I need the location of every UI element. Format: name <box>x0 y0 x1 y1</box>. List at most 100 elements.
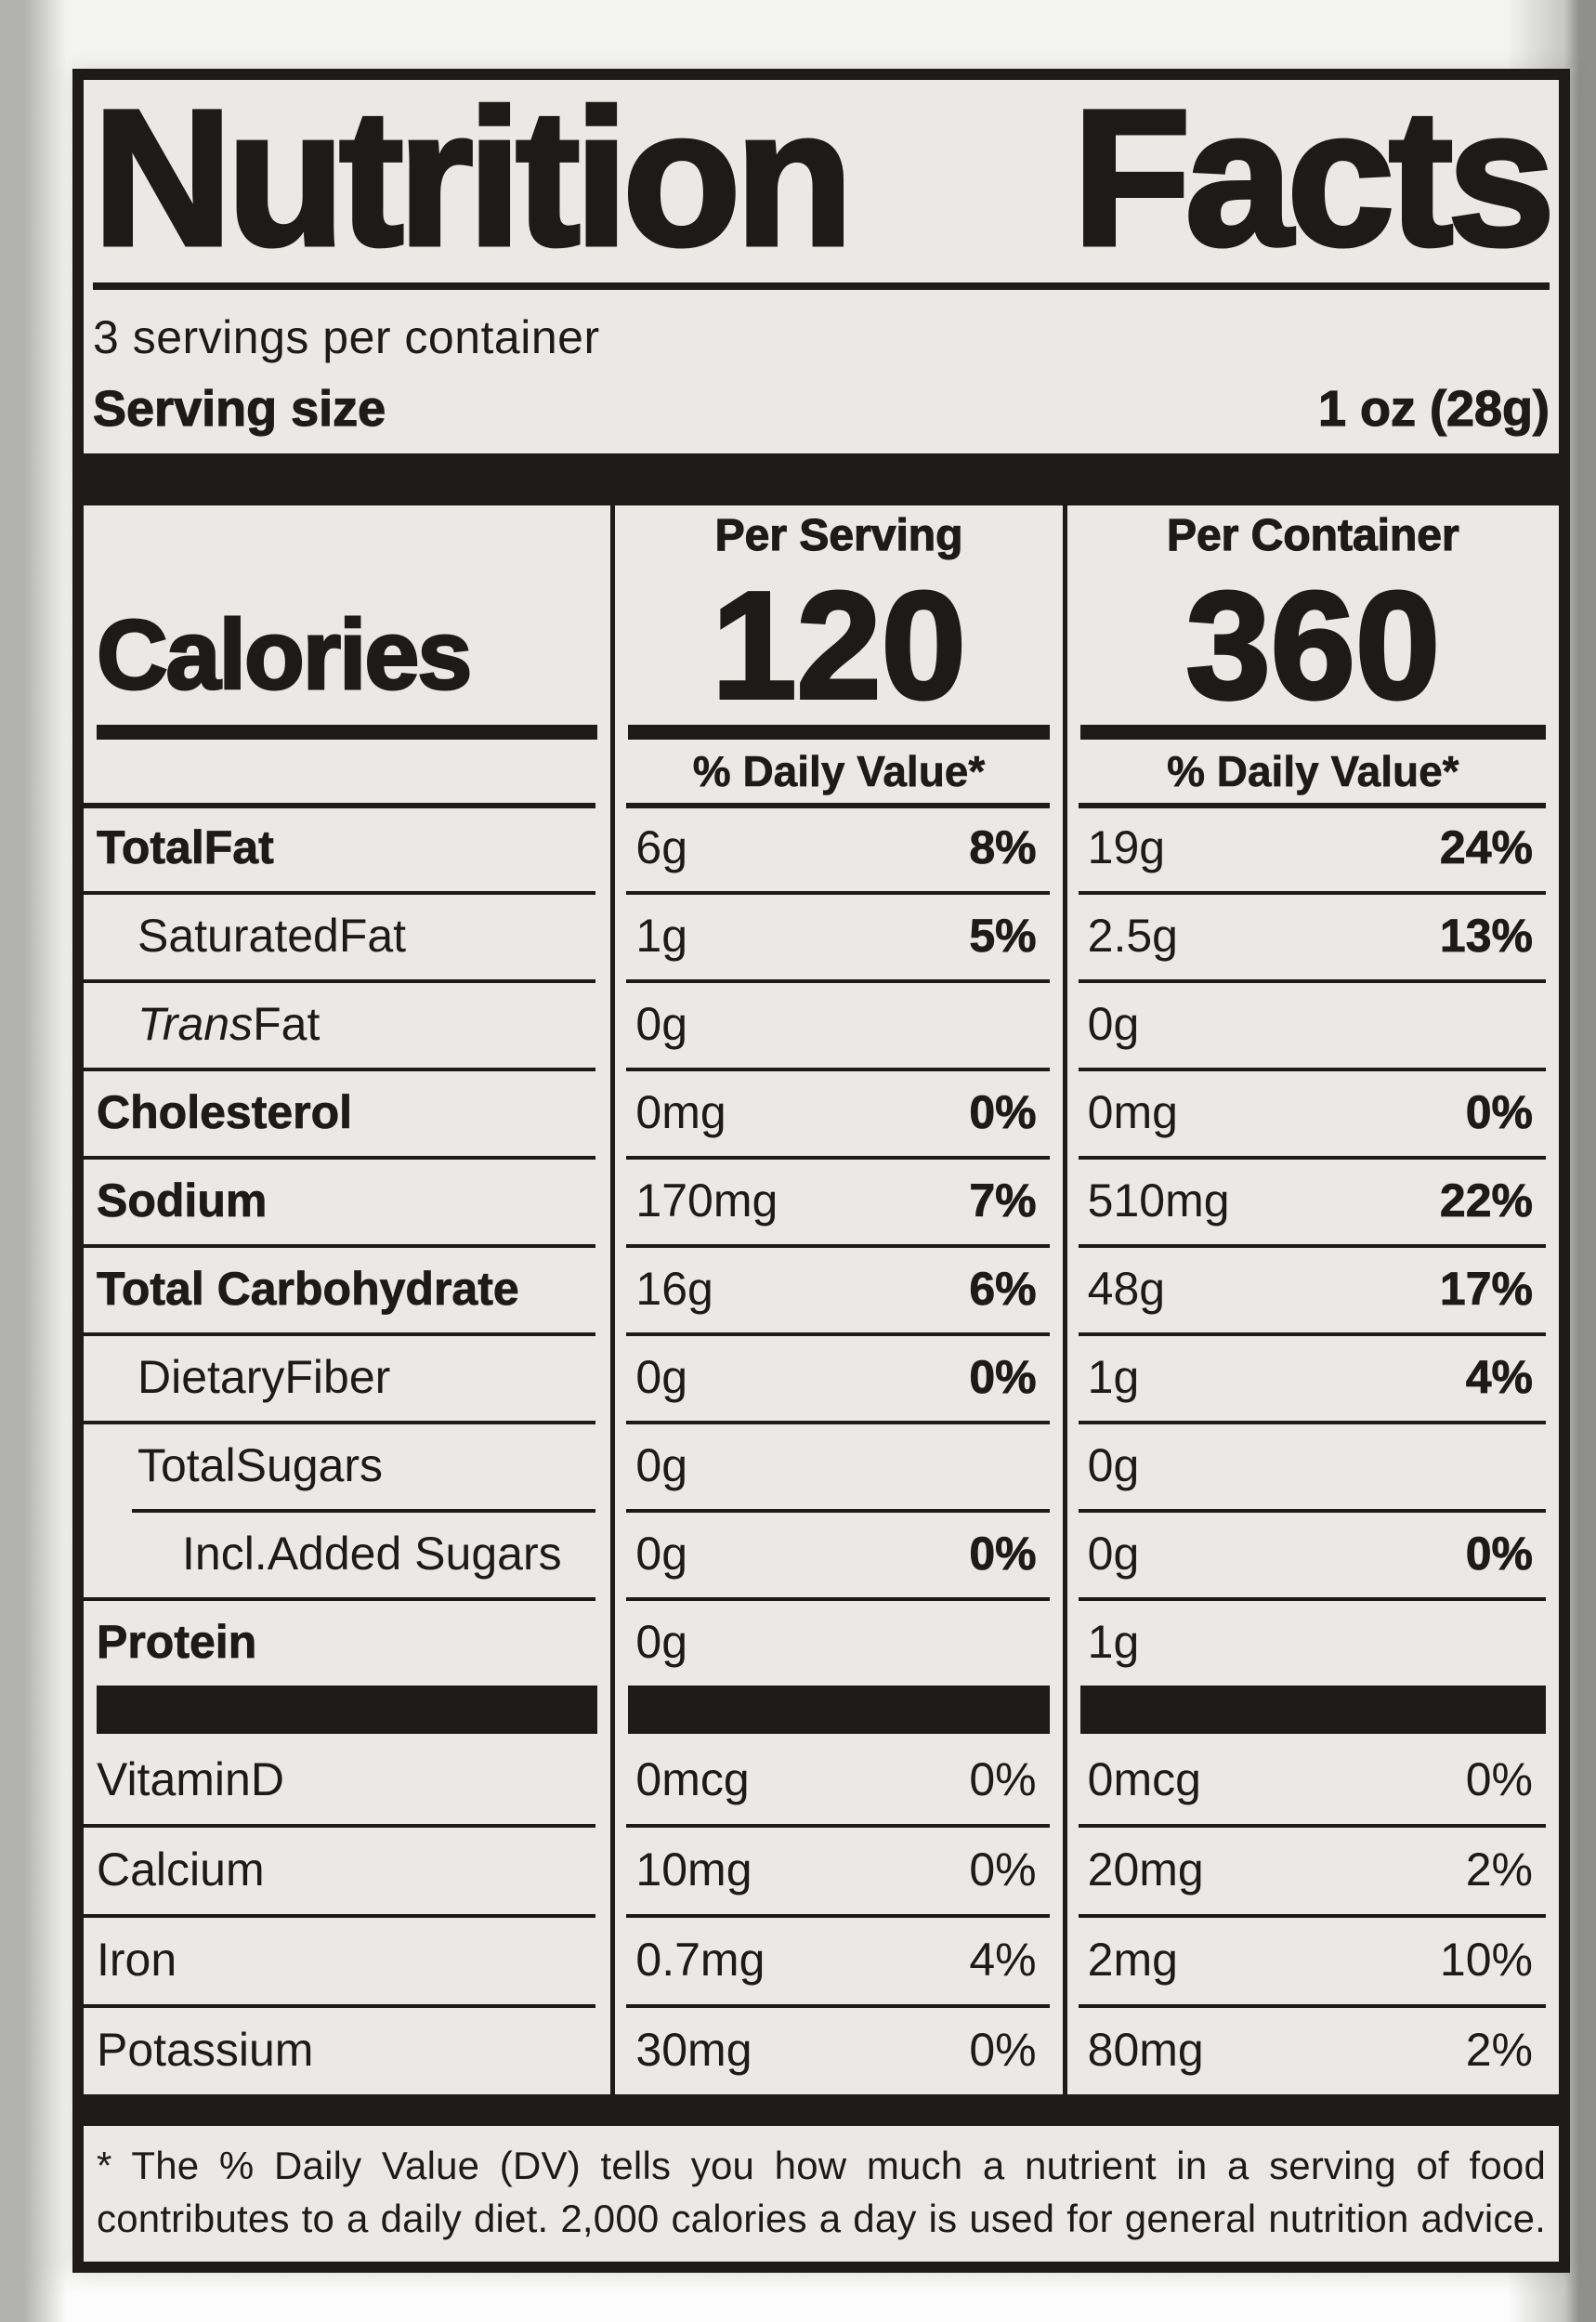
separator-bar-segment <box>97 725 598 740</box>
nutrient-amount: 0mcg <box>1087 1752 1201 1805</box>
nutrient-name-sodium: Sodium <box>84 1156 610 1244</box>
separator-bar-segment <box>1079 725 1546 740</box>
nutrient-name-added-sugars: Incl.Added Sugars <box>84 1509 610 1597</box>
total-carbohydrate-per-container: 48g 17% <box>1062 1244 1559 1332</box>
nutrient-amount: 0g <box>1087 997 1140 1050</box>
serving-size-label: Serving size <box>92 380 386 437</box>
nutrient-amount: 0g <box>1087 1438 1140 1491</box>
nutrient-amount: 0g <box>635 1527 688 1580</box>
daily-value-header-spacer <box>84 740 610 803</box>
nutrient-daily-value: 8% <box>969 820 1037 873</box>
micronutrient-name-calcium: Calcium <box>84 1824 610 1914</box>
nutrient-amount: 170mg <box>635 1174 778 1227</box>
nutrition-facts-label: Nutrition Facts 3 servings per container… <box>72 69 1570 2273</box>
calories-per-serving-value: 120 <box>610 565 1062 725</box>
footnote-line-2: contributes to a daily diet. 2,000 calor… <box>97 2197 1546 2240</box>
nutrient-name-cholesterol: Cholesterol <box>84 1068 610 1156</box>
nutrient-daily-value: 0% <box>969 1752 1037 1805</box>
nutrient-daily-value: 24% <box>1439 820 1534 873</box>
added-sugars-per-container: 0g 0% <box>1062 1509 1559 1597</box>
sodium-per-container: 510mg 22% <box>1062 1156 1559 1244</box>
nutrient-daily-value: 4% <box>969 1933 1037 1986</box>
nutrient-amount: 16g <box>635 1262 713 1315</box>
trans-fat-per-serving: 0g <box>610 979 1062 1068</box>
nutrient-name-text: Protein <box>97 1615 257 1668</box>
calories-underbar-serving <box>610 725 1062 740</box>
nutrient-amount: 1g <box>1087 1350 1140 1403</box>
nutrient-name-text: SaturatedFat <box>137 909 407 962</box>
separator-bar-segment <box>1079 1686 1546 1734</box>
potassium-per-container: 80mg 2% <box>1062 2004 1559 2094</box>
section-separator-bar-bottom <box>84 2094 1559 2126</box>
micro-section-bar-serving <box>610 1686 1062 1734</box>
separator-bar-segment <box>628 725 1050 740</box>
nutrient-name-text: VitaminD <box>97 1752 284 1805</box>
potassium-per-serving: 30mg 0% <box>610 2004 1062 2094</box>
micro-section-bar-container <box>1062 1686 1559 1734</box>
dietary-fiber-per-container: 1g 4% <box>1062 1332 1559 1421</box>
protein-per-serving: 0g <box>610 1597 1062 1686</box>
nutrient-daily-value: 5% <box>969 909 1037 962</box>
nutrient-amount: 1g <box>1087 1615 1140 1668</box>
footnote-line-1: * The % Daily Value (DV) tells you how m… <box>97 2144 1546 2187</box>
nutrient-amount: 0mg <box>635 1085 726 1138</box>
nutrient-daily-value: 0% <box>969 2023 1037 2076</box>
nutrient-daily-value: 2% <box>1465 1843 1533 1896</box>
per-container-header: Per Container <box>1062 505 1559 565</box>
nutrient-amount: 0g <box>635 1438 688 1491</box>
nutrient-name-saturated-fat: SaturatedFat <box>84 891 610 979</box>
nutrient-amount: 0g <box>635 1350 688 1403</box>
calories-header-spacer <box>84 505 610 565</box>
nutrient-amount: 2mg <box>1087 1933 1178 1986</box>
title-divider-rule <box>93 282 1550 290</box>
micronutrient-name-potassium: Potassium <box>84 2004 610 2094</box>
daily-value-footnote: * The % Daily Value (DV) tells you how m… <box>93 2126 1550 2245</box>
nutrient-daily-value: 13% <box>1439 909 1534 962</box>
serving-size-value: 1 oz (28g) <box>1317 380 1550 437</box>
nutrient-name-dietary-fiber: DietaryFiber <box>84 1332 610 1421</box>
calcium-per-serving: 10mg 0% <box>610 1824 1062 1914</box>
nutrient-daily-value: 0% <box>969 1843 1037 1896</box>
nutrient-name-text: Total Carbohydrate <box>97 1262 519 1315</box>
nutrient-name-text: TotalSugars <box>137 1438 384 1491</box>
separator-bar-segment <box>97 1686 598 1734</box>
total-sugars-per-container: 0g <box>1062 1421 1559 1509</box>
calcium-per-container: 20mg 2% <box>1062 1824 1559 1914</box>
added-sugars-per-serving: 0g 0% <box>610 1509 1062 1597</box>
nutrient-amount: 6g <box>635 820 688 873</box>
nutrient-name-text: Incl.Added Sugars <box>182 1527 562 1580</box>
nutrient-amount: 30mg <box>635 2023 752 2076</box>
iron-per-serving: 0.7mg 4% <box>610 1914 1062 2004</box>
nutrient-name-total-fat: TotalFat <box>84 803 610 891</box>
calories-underbar-left <box>84 725 610 740</box>
nutrient-daily-value: 17% <box>1439 1262 1534 1315</box>
separator-bar-segment <box>628 1686 1050 1734</box>
saturated-fat-per-container: 2.5g 13% <box>1062 891 1559 979</box>
nutrient-amount: 510mg <box>1087 1174 1230 1227</box>
nutrient-amount: 10mg <box>635 1843 752 1896</box>
cholesterol-per-serving: 0mg 0% <box>610 1068 1062 1156</box>
nutrient-amount: 0g <box>1087 1527 1140 1580</box>
nutrient-name-text: Potassium <box>97 2023 314 2076</box>
section-separator-bar-top <box>84 453 1559 505</box>
nutrient-name-text: Cholesterol <box>97 1085 353 1138</box>
nutrient-name-total-sugars: TotalSugars <box>84 1421 610 1509</box>
nutrient-daily-value: 7% <box>969 1174 1037 1227</box>
nutrient-amount: 1g <box>635 909 688 962</box>
vitamin-d-per-serving: 0mcg 0% <box>610 1734 1062 1824</box>
nutrient-amount: 0.7mg <box>635 1933 765 1986</box>
total-sugars-per-serving: 0g <box>610 1421 1062 1509</box>
calories-per-container-value: 360 <box>1062 565 1559 725</box>
per-serving-header: Per Serving <box>610 505 1062 565</box>
nutrient-amount: 2.5g <box>1087 909 1178 962</box>
nutrient-amount: 0mcg <box>635 1752 750 1805</box>
dietary-fiber-per-serving: 0g 0% <box>610 1332 1062 1421</box>
nutrient-name-text: DietaryFiber <box>137 1350 391 1403</box>
iron-per-container: 2mg 10% <box>1062 1914 1559 2004</box>
label-title: Nutrition Facts <box>93 85 1550 271</box>
nutrient-daily-value: 0% <box>1465 1085 1533 1138</box>
saturated-fat-per-serving: 1g 5% <box>610 891 1062 979</box>
nutrient-name-italic: Trans <box>137 997 254 1050</box>
nutrient-daily-value: 6% <box>969 1262 1037 1315</box>
nutrient-daily-value: 0% <box>969 1527 1037 1580</box>
